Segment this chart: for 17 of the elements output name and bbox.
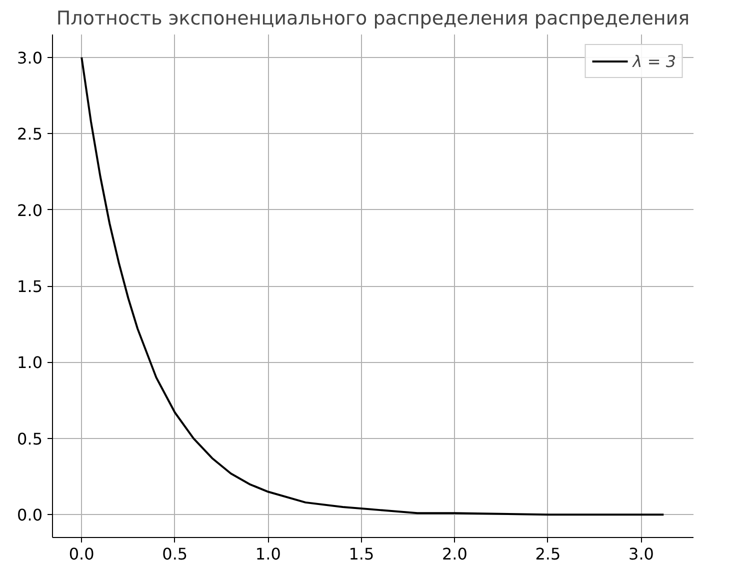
y-tick-label: 0.0 bbox=[17, 506, 43, 525]
x-tick-label: 1.0 bbox=[255, 544, 281, 564]
y-tick-label: 2.5 bbox=[17, 124, 43, 144]
y-tick-label: 0.5 bbox=[17, 429, 43, 448]
y-tick-label: 1.5 bbox=[17, 277, 43, 296]
y-tick-label: 3.0 bbox=[17, 48, 43, 68]
y-tick-label: 2.0 bbox=[17, 200, 43, 220]
x-tick-label: 1.5 bbox=[348, 544, 374, 564]
y-tick-label: 1.0 bbox=[17, 353, 43, 372]
x-tick-label: 0.5 bbox=[162, 544, 188, 564]
x-tick-label: 2.0 bbox=[442, 544, 468, 564]
x-tick-label: 0.0 bbox=[68, 544, 94, 564]
line-series bbox=[80, 56, 665, 516]
x-tick-label: 3.0 bbox=[628, 544, 654, 564]
x-tick-label: 2.5 bbox=[535, 544, 561, 564]
legend-label: λ = 3 bbox=[632, 52, 676, 70]
chart-title: Плотность экспоненциального распределения распределения bbox=[56, 8, 690, 30]
